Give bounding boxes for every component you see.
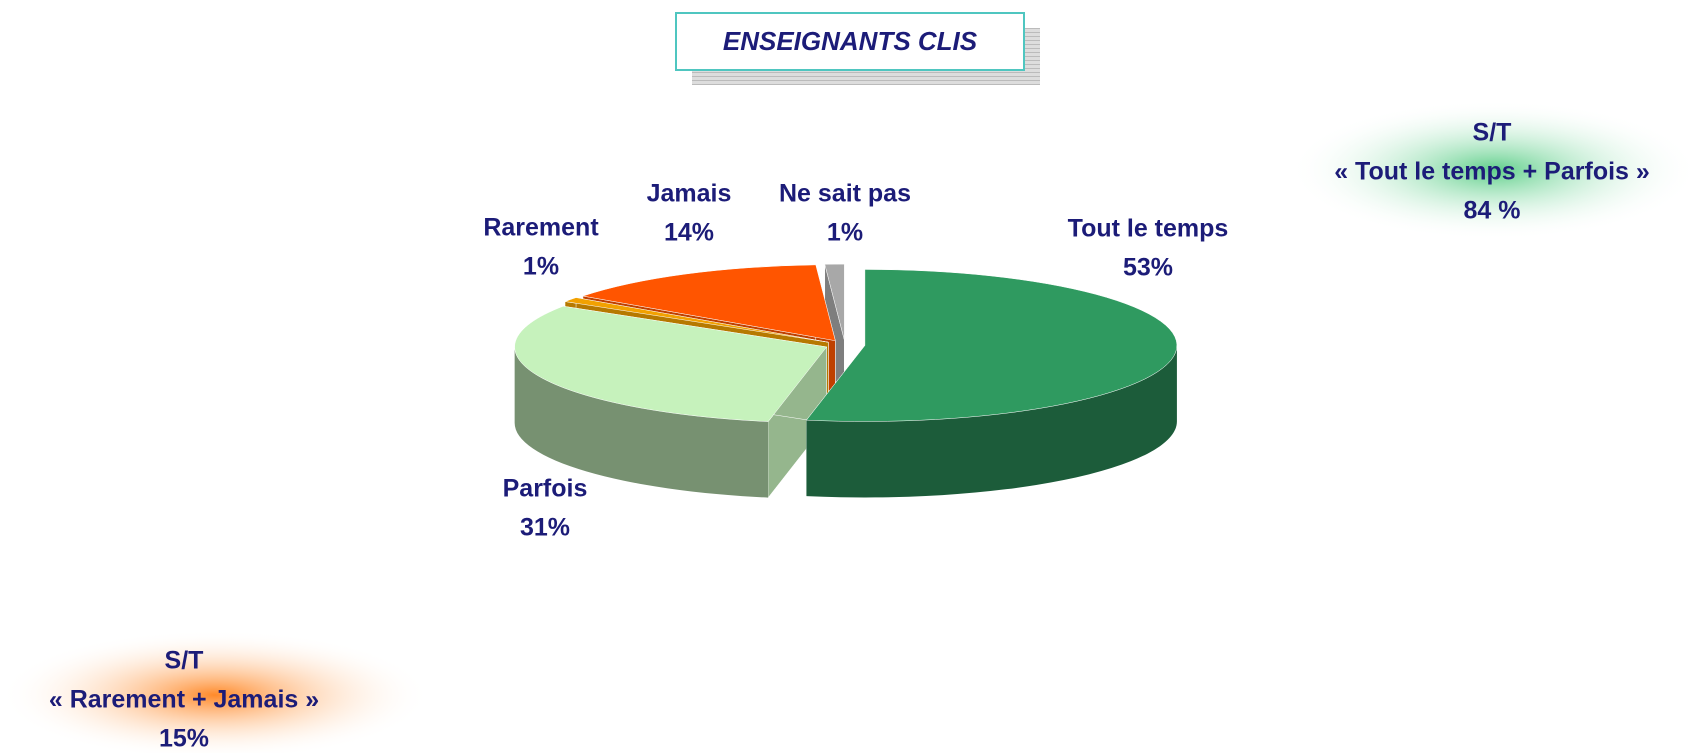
slice-label: Parfois [503,475,588,503]
slice-label: Jamais [647,180,732,208]
annotation-box [0,630,430,753]
slice-side [514,346,769,498]
annotation-text: « Tout le temps + Parfois » [1334,158,1650,186]
slice [514,305,828,422]
slice [582,264,836,342]
annotation-text: « Rarement + Jamais » [49,686,319,714]
slice-value-label: 1% [827,219,863,247]
chart-title: ENSEIGNANTS CLIS [723,26,978,56]
slice-value-label: 31% [520,514,570,542]
title-box [675,12,1025,71]
slice [805,269,1178,422]
annotation-text: S/T [1473,119,1512,147]
slice-label: Rarement [483,214,599,242]
slice [564,297,829,343]
pie [514,263,1178,499]
annotation-text: S/T [165,647,204,675]
labels: Tout le temps 53% Parfois 31% Rarement 1% Jama… [483,180,1228,542]
slice-value-label: 14% [664,219,714,247]
annotation-text: 84 % [1464,197,1521,225]
slice-label: Ne sait pas [779,180,911,208]
slice-label: Tout le temps [1068,215,1229,243]
slice-side [806,345,1177,498]
annotation-text: 15% [159,725,209,753]
slice-value-label: 53% [1123,254,1173,282]
annotation-box [1289,100,1699,240]
slice-value-label: 1% [523,253,559,281]
slice [824,263,845,341]
